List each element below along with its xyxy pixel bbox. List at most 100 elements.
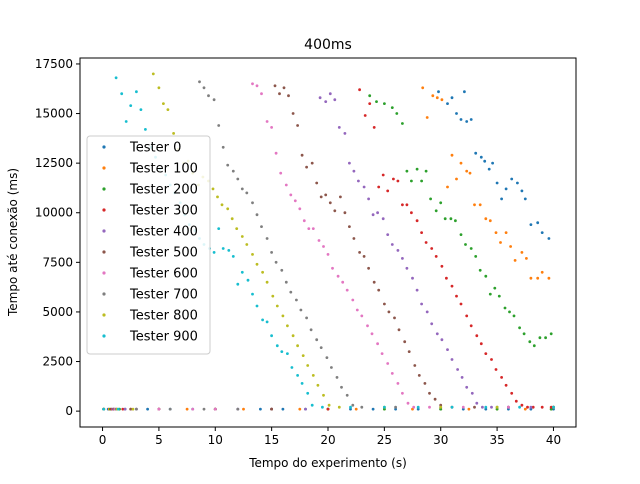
data-point [271, 294, 275, 298]
data-point [529, 405, 533, 409]
data-point [446, 102, 449, 105]
data-point [289, 193, 293, 197]
data-point [396, 179, 400, 183]
data-point [251, 201, 254, 205]
data-point [463, 90, 466, 94]
data-point [536, 276, 540, 280]
data-point [473, 203, 476, 207]
legend-item: Tester 200 [102, 183, 198, 198]
data-point [514, 399, 518, 403]
data-point [450, 153, 454, 157]
data-point [202, 86, 206, 90]
data-point [484, 217, 488, 221]
data-point [231, 255, 235, 258]
data-point [324, 100, 328, 103]
data-point [355, 308, 359, 312]
data-point [380, 352, 384, 355]
data-point [413, 364, 417, 367]
data-point [185, 407, 189, 411]
data-point [278, 92, 281, 96]
data-point [387, 310, 391, 314]
data-point [459, 233, 463, 237]
data-point [172, 132, 176, 135]
legend-item: Tester 100 [102, 162, 198, 177]
data-point [321, 405, 324, 409]
data-point [116, 407, 120, 411]
data-point [479, 155, 483, 159]
data-point [362, 185, 366, 189]
legend-marker [102, 271, 106, 275]
data-point [275, 304, 279, 308]
data-point [255, 213, 259, 217]
data-point [293, 199, 297, 203]
data-point [487, 167, 491, 171]
data-point [157, 86, 161, 90]
data-point [475, 401, 479, 405]
data-point [212, 251, 216, 254]
data-point [322, 245, 325, 248]
data-point [383, 102, 386, 105]
data-point [370, 332, 374, 336]
data-point [372, 280, 376, 284]
series-3 [102, 88, 553, 411]
data-point [405, 266, 409, 270]
data-point [306, 364, 310, 367]
legend-marker [102, 229, 106, 233]
data-point [424, 241, 428, 244]
data-point [386, 362, 390, 365]
data-point [460, 376, 464, 379]
data-point [390, 106, 394, 109]
data-point [429, 197, 432, 201]
data-point [493, 286, 497, 290]
data-point [284, 280, 288, 284]
data-point [440, 98, 444, 102]
y-tick-label: 12500 [35, 156, 73, 170]
data-point [216, 195, 219, 199]
data-point [251, 82, 254, 86]
y-tick-label: 17500 [35, 57, 73, 71]
legend-marker [102, 208, 106, 212]
data-point [114, 76, 118, 80]
data-point [337, 126, 341, 129]
data-point [307, 227, 311, 231]
data-point [371, 407, 375, 411]
data-point [520, 189, 524, 193]
data-point [401, 203, 404, 207]
data-point [333, 98, 337, 102]
data-point [376, 342, 379, 346]
data-point [255, 84, 259, 88]
data-point [284, 183, 288, 187]
data-point [439, 403, 443, 407]
data-point [291, 334, 295, 338]
data-point [459, 302, 463, 306]
data-point [261, 270, 264, 274]
data-point [358, 251, 361, 254]
data-point [412, 405, 416, 409]
legend-label: Tester 200 [129, 183, 198, 198]
data-point [547, 237, 551, 240]
data-point [265, 280, 269, 284]
data-point [469, 247, 473, 250]
data-point [240, 270, 244, 274]
data-point [367, 266, 370, 270]
data-point [381, 217, 385, 221]
legend-label: Tester 500 [129, 246, 198, 261]
data-point [305, 316, 308, 320]
data-point [336, 274, 340, 278]
data-point [310, 161, 314, 165]
data-point [490, 358, 493, 361]
data-point [217, 124, 221, 127]
data-point [236, 177, 240, 181]
data-point [120, 92, 124, 96]
x-tick-label: 35 [489, 433, 504, 447]
data-point [464, 243, 467, 246]
data-point [352, 169, 356, 173]
data-point [273, 84, 277, 88]
data-point [465, 120, 469, 123]
data-point [236, 282, 240, 286]
data-point [265, 320, 269, 324]
data-point [326, 253, 330, 256]
data-point [512, 314, 516, 318]
x-axis-label: Tempo do experimento (s) [248, 456, 407, 470]
data-point [296, 124, 299, 127]
